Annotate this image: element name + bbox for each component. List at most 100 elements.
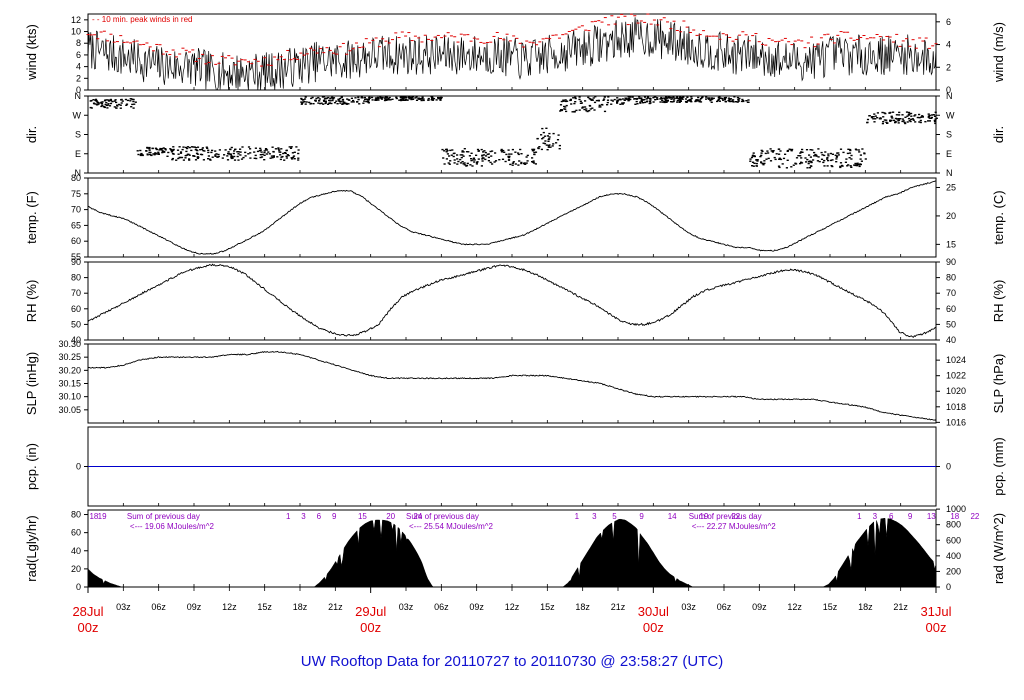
direction-point	[890, 119, 893, 122]
direction-point	[795, 163, 798, 165]
direction-point	[498, 159, 501, 161]
direction-point	[330, 102, 333, 105]
direction-point	[520, 153, 523, 155]
direction-point	[462, 163, 465, 165]
direction-point	[831, 153, 834, 155]
direction-point	[797, 155, 800, 157]
direction-point	[463, 162, 466, 164]
direction-point	[192, 146, 195, 148]
direction-point	[216, 156, 219, 158]
direction-point	[642, 99, 645, 101]
direction-point	[339, 97, 342, 100]
direction-point	[269, 157, 272, 159]
rad-right-tick-label: 800	[946, 520, 961, 530]
direction-point	[507, 159, 511, 161]
temp-right-tick-label: 15	[946, 239, 956, 249]
direction-point	[327, 103, 330, 105]
direction-point	[827, 159, 830, 162]
direction-point	[309, 103, 312, 105]
direction-point	[487, 160, 490, 162]
direction-point	[177, 157, 180, 160]
direction-point	[558, 148, 561, 150]
direction-point	[586, 110, 589, 113]
direction-point	[910, 115, 913, 117]
direction-point	[821, 154, 824, 156]
direction-point	[659, 98, 662, 100]
direction-point	[285, 149, 288, 152]
direction-point	[175, 159, 178, 161]
direction-point	[882, 116, 885, 118]
direction-point	[493, 161, 496, 163]
direction-point	[927, 115, 930, 117]
direction-point	[892, 119, 896, 122]
direction-point	[507, 149, 510, 151]
direction-point	[96, 102, 99, 104]
direction-point	[89, 106, 92, 109]
direction-point	[857, 149, 860, 151]
direction-point	[562, 100, 565, 102]
direction-point	[336, 103, 339, 105]
slp-left-tick-label: 30.15	[58, 379, 81, 389]
direction-point	[229, 148, 232, 150]
direction-point	[331, 96, 334, 98]
direction-point	[148, 146, 151, 149]
solar-hour-mark: 19	[98, 512, 107, 521]
direction-point	[332, 98, 335, 100]
direction-point	[100, 105, 103, 108]
direction-point	[710, 98, 714, 100]
direction-point	[710, 101, 713, 103]
direction-point	[585, 108, 588, 110]
direction-point	[718, 100, 721, 102]
direction-point	[196, 157, 199, 159]
pcp-left-axis-title: pcp. (in)	[24, 443, 39, 490]
direction-point	[579, 100, 582, 102]
direction-point	[106, 104, 109, 106]
direction-point	[408, 96, 411, 98]
direction-point	[402, 98, 405, 100]
direction-point	[157, 151, 160, 153]
direction-point	[603, 110, 607, 113]
direction-point	[751, 165, 754, 167]
direction-point	[347, 103, 350, 105]
direction-point	[532, 161, 535, 163]
direction-point	[379, 96, 382, 98]
direction-point	[260, 151, 263, 153]
direction-point	[856, 162, 859, 164]
direction-point	[684, 98, 688, 100]
direction-point	[324, 101, 327, 103]
direction-point	[103, 100, 107, 102]
direction-point	[301, 102, 304, 104]
direction-point	[752, 152, 755, 154]
direction-point	[404, 99, 407, 101]
direction-point	[755, 159, 758, 161]
direction-point	[540, 134, 543, 136]
direction-point	[676, 96, 679, 98]
direction-point	[449, 149, 452, 152]
direction-point	[536, 138, 539, 140]
wind-left-tick-label: 8	[76, 38, 81, 48]
direction-point	[332, 97, 336, 99]
direction-point	[839, 166, 842, 169]
direction-point	[671, 101, 674, 103]
direction-point	[672, 96, 675, 98]
temp-left-tick-label: 75	[71, 189, 81, 199]
direction-point	[547, 140, 550, 142]
direction-point	[675, 97, 679, 99]
direction-point	[229, 154, 232, 156]
direction-point	[400, 99, 404, 101]
direction-point	[445, 151, 448, 153]
direction-point	[760, 161, 763, 163]
direction-point	[690, 101, 693, 103]
direction-point	[680, 97, 683, 99]
rh-left-axis-title: RH (%)	[24, 280, 39, 323]
direction-point	[304, 96, 307, 98]
direction-point	[115, 107, 118, 109]
direction-point	[234, 148, 237, 150]
direction-point	[902, 120, 905, 122]
temp-left-tick-label: 65	[71, 220, 81, 230]
wind-left-tick-label: 0	[76, 85, 81, 95]
direction-point	[593, 101, 597, 104]
direction-point	[810, 161, 813, 164]
direction-point	[161, 148, 164, 150]
